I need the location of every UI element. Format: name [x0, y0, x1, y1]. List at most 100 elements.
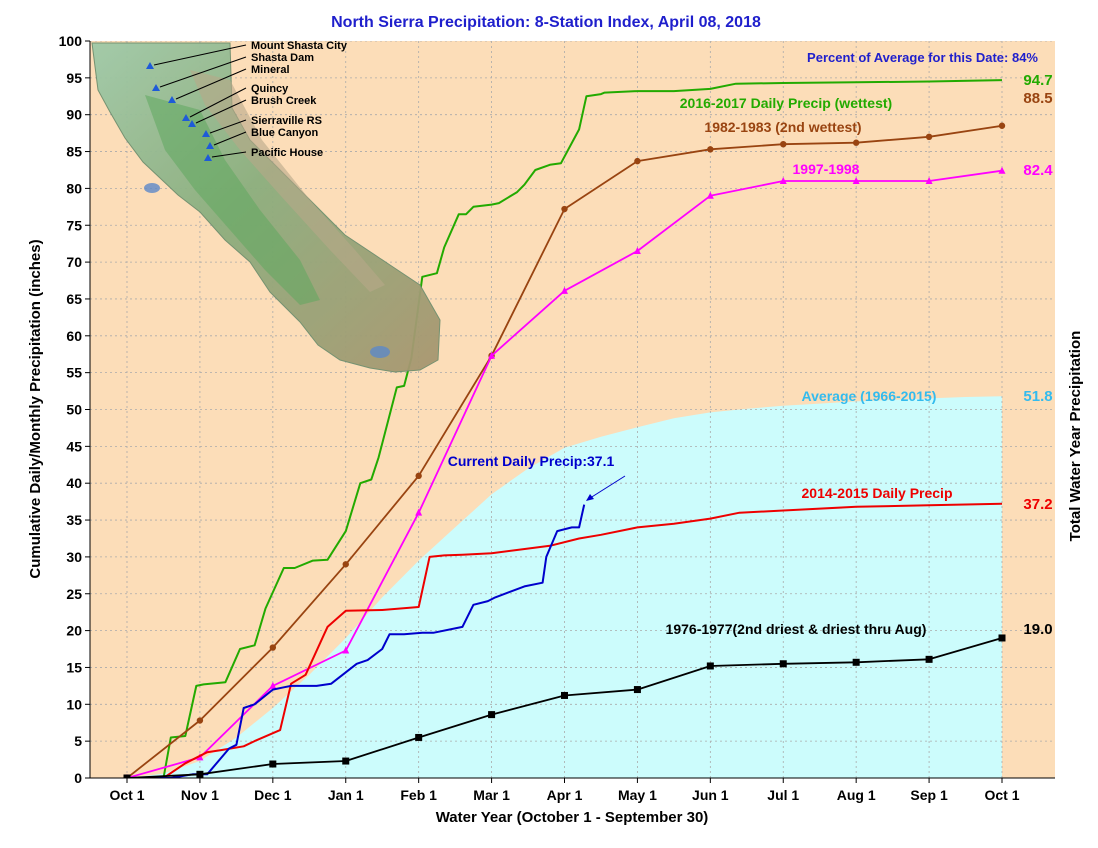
- y-tick-label-20: 100: [59, 33, 83, 49]
- point-1997-1998-7: [633, 247, 641, 255]
- sierra-range-icon: [190, 70, 385, 292]
- station-pointer-pacific-house: [211, 151, 247, 158]
- y-tick-label-13: 65: [66, 291, 82, 307]
- series-end-value-1997-1998: 82.4: [1023, 162, 1053, 179]
- point-1997-1998-11: [925, 177, 933, 185]
- point-1982-1983-2nd-wettest-8: [707, 146, 714, 153]
- point-1997-1998-10: [852, 177, 860, 185]
- point-1982-1983-2nd-wettest-4: [415, 472, 422, 480]
- point-1997-1998-3: [342, 646, 350, 654]
- station-pointer-mineral: [175, 68, 247, 100]
- y-tick-label-7: 35: [66, 512, 82, 528]
- station-pointer-shasta-dam: [159, 56, 247, 88]
- y-tick-label-18: 90: [66, 107, 82, 123]
- station-label-pacific-house: Pacific House: [251, 147, 323, 159]
- point-1976-1977-2nd-driest-driest-thru-aug-5: [488, 711, 496, 719]
- point-1982-1983-2nd-wettest-12: [998, 122, 1006, 129]
- series-label-1976-1977-2nd-driest-driest-thru-aug: 1976-1977(2nd driest & driest thru Aug): [666, 621, 927, 637]
- x-tick-label-8: Jun 1: [692, 787, 729, 803]
- station-marker-sierraville-rs: [202, 130, 210, 137]
- station-label-quincy: Quincy: [251, 83, 289, 95]
- station-marker-mount-shasta-city: [146, 62, 154, 69]
- bay-icon: [144, 183, 160, 193]
- station-pointer-blue-canyon: [213, 131, 247, 146]
- point-1976-1977-2nd-driest-driest-thru-aug-4: [415, 733, 423, 741]
- point-1976-1977-2nd-driest-driest-thru-aug-8: [706, 662, 714, 670]
- series-label-2014-2015-daily-precip: 2014-2015 Daily Precip: [802, 485, 953, 501]
- y-tick-label-9: 45: [66, 438, 82, 454]
- point-1982-1983-2nd-wettest-11: [925, 133, 933, 141]
- series-line-2014-2015-daily-precip: [127, 502, 1003, 778]
- x-tick-label-1: Nov 1: [181, 787, 219, 803]
- point-1997-1998-8: [706, 191, 714, 199]
- point-1982-1983-2nd-wettest-7: [634, 157, 641, 165]
- point-1976-1977-2nd-driest-driest-thru-aug-9: [779, 660, 787, 668]
- point-1982-1983-2nd-wettest-2: [269, 644, 277, 651]
- series-label-current-daily-precip-37-1: Current Daily Precip:37.1: [448, 453, 615, 469]
- point-1997-1998-9: [779, 177, 787, 185]
- point-1976-1977-2nd-driest-driest-thru-aug-3: [342, 757, 350, 765]
- current-pointer-line: [586, 475, 626, 501]
- series-end-value-1976-1977-2nd-driest-driest-thru-aug: 19.0: [1023, 621, 1052, 638]
- y-tick-label-19: 95: [66, 70, 82, 86]
- station-label-mineral: Mineral: [251, 64, 290, 76]
- y-tick-label-8: 40: [66, 475, 82, 491]
- y-tick-label-0: 0: [74, 770, 82, 786]
- y-tick-label-10: 50: [66, 402, 82, 418]
- chart-title: North Sierra Precipitation: 8-Station In…: [331, 14, 761, 31]
- series-end-value-1982-1983-2nd-wettest: 88.5: [1023, 90, 1052, 107]
- series-end-value-2014-2015-daily-precip: 37.2: [1023, 496, 1052, 513]
- series-end-value-average-1966-2015: 51.8: [1023, 388, 1052, 405]
- station-label-blue-canyon: Blue Canyon: [251, 127, 319, 139]
- y-axis-label: Cumulative Daily/Monthly Precipitation (…: [27, 239, 44, 578]
- y-tick-label-6: 30: [66, 549, 82, 565]
- x-tick-label-9: Jul 1: [767, 787, 799, 803]
- x-tick-label-7: May 1: [618, 787, 657, 803]
- x-tick-label-5: Mar 1: [473, 787, 510, 803]
- point-1997-1998-5: [488, 351, 496, 359]
- y-ticks: 0 5 10 15 20 25 30 35 40 45 50 55 60 65 70 75 80 85 90 95 10…: [59, 33, 90, 786]
- y-tick-label-1: 5: [74, 733, 82, 749]
- point-1976-1977-2nd-driest-driest-thru-aug-6: [561, 691, 568, 699]
- station-label-brush-creek: Brush Creek: [251, 95, 317, 107]
- point-1982-1983-2nd-wettest-9: [780, 140, 787, 148]
- station-label-sierraville-rs: Sierraville RS: [251, 115, 322, 127]
- y-tick-label-16: 80: [66, 180, 82, 196]
- station-marker-pacific-house: [204, 154, 212, 161]
- y-tick-label-11: 55: [66, 365, 82, 381]
- station-marker-quincy: [182, 114, 190, 121]
- plot-layer: [90, 41, 1055, 778]
- station-pointer-sierraville-rs: [209, 119, 247, 134]
- station-pointer-quincy: [189, 87, 247, 118]
- y-tick-label-2: 10: [66, 696, 82, 712]
- series-label-average-1966-2015: Average (1966-2015): [802, 388, 937, 404]
- x-tick-label-11: Sep 1: [910, 787, 948, 803]
- station-marker-shasta-dam: [152, 84, 160, 91]
- station-marker-blue-canyon: [206, 142, 214, 149]
- series-label-1982-1983-2nd-wettest: 1982-1983 (2nd wettest): [704, 119, 861, 135]
- point-1976-1977-2nd-driest-driest-thru-aug-0: [123, 774, 131, 778]
- x-tick-label-12: Oct 1: [984, 787, 1019, 803]
- x-tick-label-2: Dec 1: [254, 787, 292, 803]
- lake-icon: [370, 346, 390, 358]
- point-1976-1977-2nd-driest-driest-thru-aug-10: [852, 658, 860, 666]
- point-1976-1977-2nd-driest-driest-thru-aug-7: [633, 686, 641, 694]
- y-tick-label-4: 20: [66, 623, 82, 639]
- y-axis-right-label: Total Water Year Precipitation: [1067, 331, 1084, 542]
- station-pointer-mount-shasta-city: [153, 44, 247, 66]
- x-tick-label-3: Jan 1: [328, 787, 364, 803]
- point-1982-1983-2nd-wettest-10: [852, 139, 860, 146]
- point-1997-1998-12: [998, 166, 1006, 174]
- point-1976-1977-2nd-driest-driest-thru-aug-2: [269, 760, 277, 768]
- station-marker-brush-creek: [188, 120, 196, 127]
- point-1976-1977-2nd-driest-driest-thru-aug-12: [998, 634, 1006, 642]
- central-valley-icon: [145, 95, 320, 305]
- series-labels: Average (1966-2015) 51.8 2016-2017 Daily P…: [448, 72, 1054, 638]
- y-tick-label-15: 75: [66, 217, 82, 233]
- y-tick-label-3: 15: [66, 659, 82, 675]
- point-1982-1983-2nd-wettest-1: [196, 717, 204, 724]
- y-tick-label-5: 25: [66, 586, 82, 602]
- y-tick-label-17: 85: [66, 144, 82, 160]
